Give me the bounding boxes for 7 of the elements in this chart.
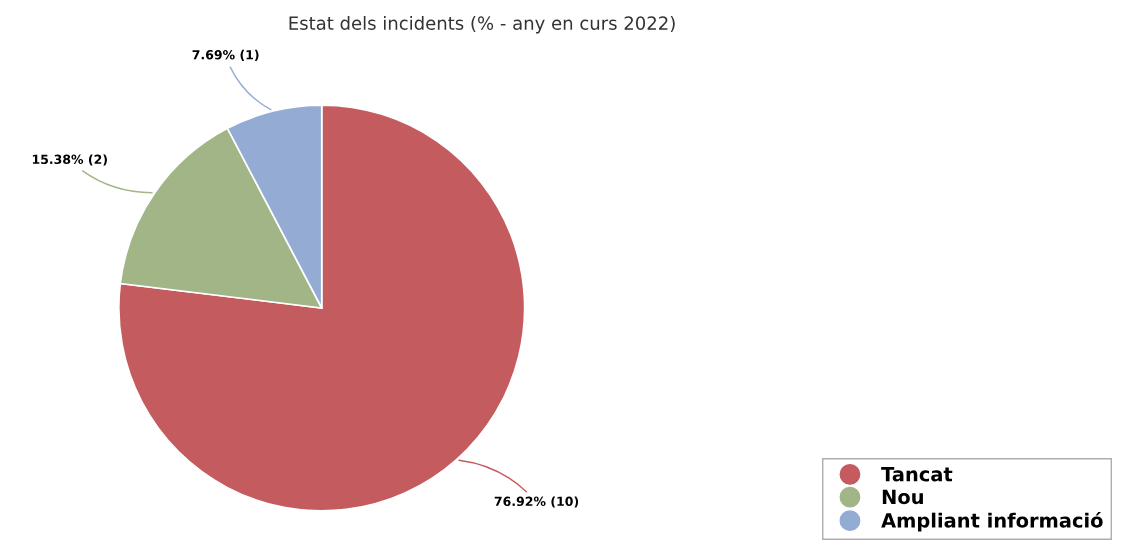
legend-label: Tancat [881, 467, 953, 482]
data-label: 7.69% (1) [192, 49, 259, 61]
legend-label: Nou [882, 489, 923, 505]
data-label: 76.92% (10) [494, 496, 579, 508]
legend-label: Ampliant informació [881, 511, 1103, 532]
data-label: 15.38% (2) [32, 154, 107, 166]
chart-title: Estat dels incidents (% - any en curs 2022) [289, 15, 675, 34]
